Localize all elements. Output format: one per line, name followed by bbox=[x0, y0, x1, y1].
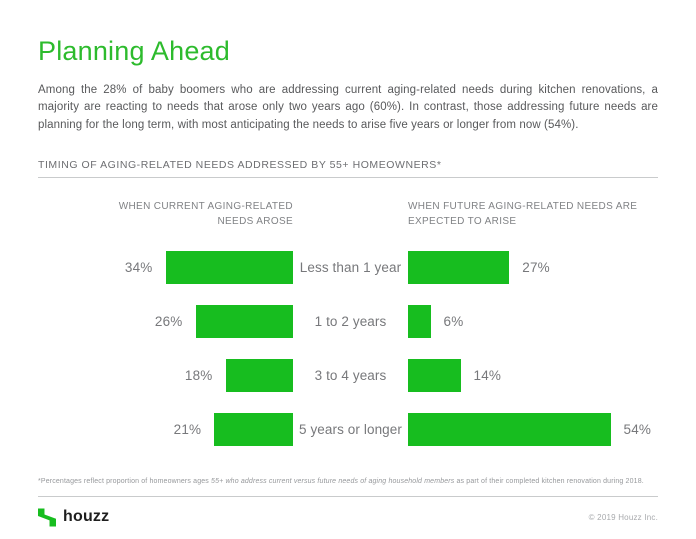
right-value-label: 54% bbox=[623, 422, 652, 438]
category-label: 3 to 4 years bbox=[314, 368, 387, 384]
chart-headers: WHEN CURRENT AGING-RELATED NEEDS AROSE W… bbox=[38, 199, 658, 229]
center-spacer bbox=[293, 199, 408, 229]
category-zone: 1 to 2 years bbox=[293, 295, 408, 349]
chart-rows: 34% Less than 1 year 27% 26% 1 to 2 year… bbox=[38, 241, 658, 457]
right-value-label: 6% bbox=[443, 314, 464, 330]
right-bar bbox=[408, 251, 510, 285]
left-bar bbox=[214, 413, 293, 447]
intro-text: Among the 28% of baby boomers who are ad… bbox=[38, 84, 658, 131]
right-bar-zone: 27% bbox=[408, 241, 658, 295]
right-value-label: 27% bbox=[522, 260, 550, 276]
right-value-label: 14% bbox=[473, 368, 502, 384]
right-column-header: WHEN FUTURE AGING-RELATED NEEDS ARE EXPE… bbox=[408, 200, 638, 227]
houzz-h-icon bbox=[38, 508, 56, 527]
right-bar bbox=[408, 359, 461, 393]
copyright-text: © 2019 Houzz Inc. bbox=[588, 512, 658, 522]
footer-divider bbox=[38, 495, 658, 497]
category-label: 5 years or longer bbox=[298, 422, 402, 438]
category-label: Less than 1 year bbox=[299, 260, 402, 276]
houzz-wordmark: houzz bbox=[63, 508, 110, 526]
footnote-suffix: as part of their completed kitchen renov… bbox=[454, 477, 644, 485]
left-value-label: 18% bbox=[184, 368, 213, 384]
page-title: Planning Ahead bbox=[38, 36, 230, 66]
footer: houzz © 2019 Houzz Inc. bbox=[38, 497, 658, 527]
footnote-italic: 55+ who address current versus future ne… bbox=[211, 477, 455, 485]
category-zone: 3 to 4 years bbox=[293, 349, 408, 403]
category-label: 1 to 2 years bbox=[314, 314, 387, 330]
infographic-page: Planning Ahead Among the 28% of baby boo… bbox=[38, 36, 658, 527]
left-value-label: 34% bbox=[124, 260, 153, 276]
houzz-logo: houzz bbox=[38, 508, 109, 527]
left-value-label: 26% bbox=[154, 314, 183, 330]
section-title: TIMING OF AGING-RELATED NEEDS ADDRESSED … bbox=[38, 159, 658, 178]
chart-row: 21% 5 years or longer 54% bbox=[38, 403, 658, 457]
left-column-header: WHEN CURRENT AGING-RELATED NEEDS AROSE bbox=[118, 200, 293, 227]
chart-row: 34% Less than 1 year 27% bbox=[38, 241, 658, 295]
left-bar-zone: 26% bbox=[38, 295, 293, 349]
left-bar-zone: 18% bbox=[38, 349, 293, 403]
right-bar-zone: 14% bbox=[408, 349, 658, 403]
footnote: *Percentages reflect proportion of homeo… bbox=[38, 478, 658, 485]
left-bar-zone: 21% bbox=[38, 403, 293, 457]
right-bar-zone: 54% bbox=[408, 403, 658, 457]
category-zone: Less than 1 year bbox=[293, 241, 408, 295]
right-bar bbox=[408, 413, 611, 447]
left-bar-zone: 34% bbox=[38, 241, 293, 295]
left-bar bbox=[225, 359, 293, 393]
left-bar bbox=[195, 305, 293, 339]
left-value-label: 21% bbox=[173, 422, 202, 438]
category-zone: 5 years or longer bbox=[293, 403, 408, 457]
chart-row: 26% 1 to 2 years 6% bbox=[38, 295, 658, 349]
chart-row: 18% 3 to 4 years 14% bbox=[38, 349, 658, 403]
footnote-prefix: *Percentages reflect proportion of homeo… bbox=[38, 477, 212, 485]
butterfly-bar-chart: WHEN CURRENT AGING-RELATED NEEDS AROSE W… bbox=[38, 199, 658, 457]
right-bar-zone: 6% bbox=[408, 295, 658, 349]
right-bar bbox=[408, 305, 431, 339]
left-bar bbox=[165, 251, 293, 285]
